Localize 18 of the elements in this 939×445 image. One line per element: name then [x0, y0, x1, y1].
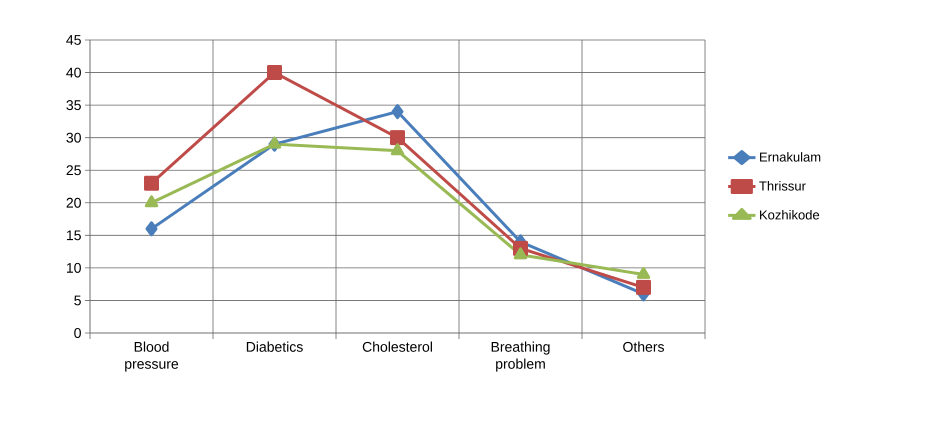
legend-label: Ernakulam	[760, 152, 820, 162]
x-tick-label: Cholesterol	[362, 342, 432, 352]
y-tick-label: 10	[66, 262, 81, 273]
x-tick-label: Breathing problem	[492, 342, 550, 372]
y-tick-label: 40	[66, 68, 81, 78]
legend-label: Kozhikode	[760, 210, 820, 220]
y-tick-label: 30	[66, 132, 81, 143]
y-tick-label: 35	[66, 100, 81, 110]
y-tick-label: 5	[74, 296, 81, 306]
x-tick-label: Diabetics	[246, 342, 303, 352]
y-tick-label: 15	[66, 230, 81, 240]
y-tick-label: 25	[66, 165, 81, 176]
legend-label: Thrissur	[759, 181, 806, 191]
y-tick-label: 0	[74, 328, 81, 338]
x-tick-label: Blood pressure	[125, 342, 178, 372]
x-tick-label: Others	[623, 342, 664, 352]
y-tick-label: 20	[66, 198, 81, 208]
y-tick-label: 45	[66, 35, 81, 45]
